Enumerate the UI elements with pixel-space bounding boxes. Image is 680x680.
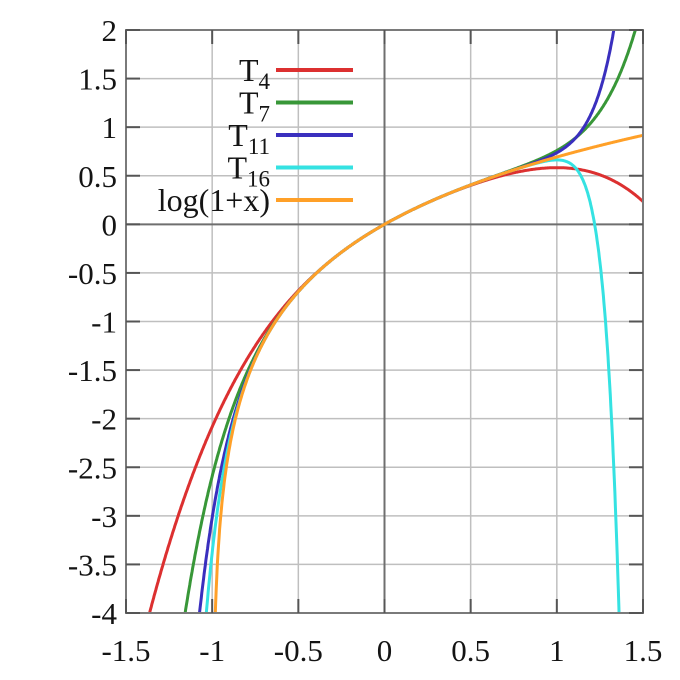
legend-label-T4: T4 bbox=[239, 52, 271, 94]
legend-item-log(1+x): log(1+x) bbox=[158, 182, 353, 218]
legend-label-T16: T16 bbox=[227, 150, 270, 192]
legend-item-T7: T7 bbox=[239, 85, 353, 127]
x-tick-labels: -1.5 -1 -0.5 0 0.5 1 1.5 bbox=[101, 633, 662, 668]
y-tick-label: 0.5 bbox=[78, 159, 117, 194]
legend-label-T11: T11 bbox=[228, 117, 270, 159]
y-tick-label: -3.5 bbox=[68, 547, 117, 582]
plot-curves bbox=[148, 30, 643, 613]
y-tick-labels: -4 -3.5 -3 -2.5 -2 -1.5 -1 -0.5 0 0.5 1 1.5 2 bbox=[68, 13, 118, 631]
x-tick-label: -1.5 bbox=[101, 633, 150, 668]
curve-log(1+x) bbox=[213, 133, 643, 613]
y-tick-label: -2.5 bbox=[68, 450, 117, 485]
y-tick-label: 1.5 bbox=[78, 62, 117, 97]
y-tick-label: 2 bbox=[102, 13, 118, 48]
legend-item-T11: T11 bbox=[228, 117, 353, 159]
x-tick-label: -1 bbox=[199, 633, 225, 668]
x-tick-label: 0.5 bbox=[451, 633, 490, 668]
y-tick-label: -1 bbox=[91, 305, 117, 340]
legend-label-log(1+x): log(1+x) bbox=[158, 182, 270, 218]
x-tick-label: 1.5 bbox=[624, 633, 663, 668]
axis-ticks bbox=[125, 29, 644, 614]
y-tick-label: -2 bbox=[91, 402, 117, 437]
y-tick-label: -3 bbox=[91, 499, 117, 534]
x-tick-label: 1 bbox=[549, 633, 565, 668]
legend-item-T16: T16 bbox=[227, 150, 353, 192]
legend-item-T4: T4 bbox=[239, 52, 353, 94]
y-tick-label: -4 bbox=[91, 596, 117, 631]
y-tick-label: 1 bbox=[102, 110, 118, 145]
x-tick-label: -0.5 bbox=[274, 633, 323, 668]
x-tick-label: 0 bbox=[377, 633, 393, 668]
y-tick-label: -1.5 bbox=[68, 353, 117, 388]
legend-label-T7: T7 bbox=[239, 85, 270, 127]
y-tick-label: -0.5 bbox=[68, 256, 117, 291]
y-tick-label: 0 bbox=[102, 207, 118, 242]
